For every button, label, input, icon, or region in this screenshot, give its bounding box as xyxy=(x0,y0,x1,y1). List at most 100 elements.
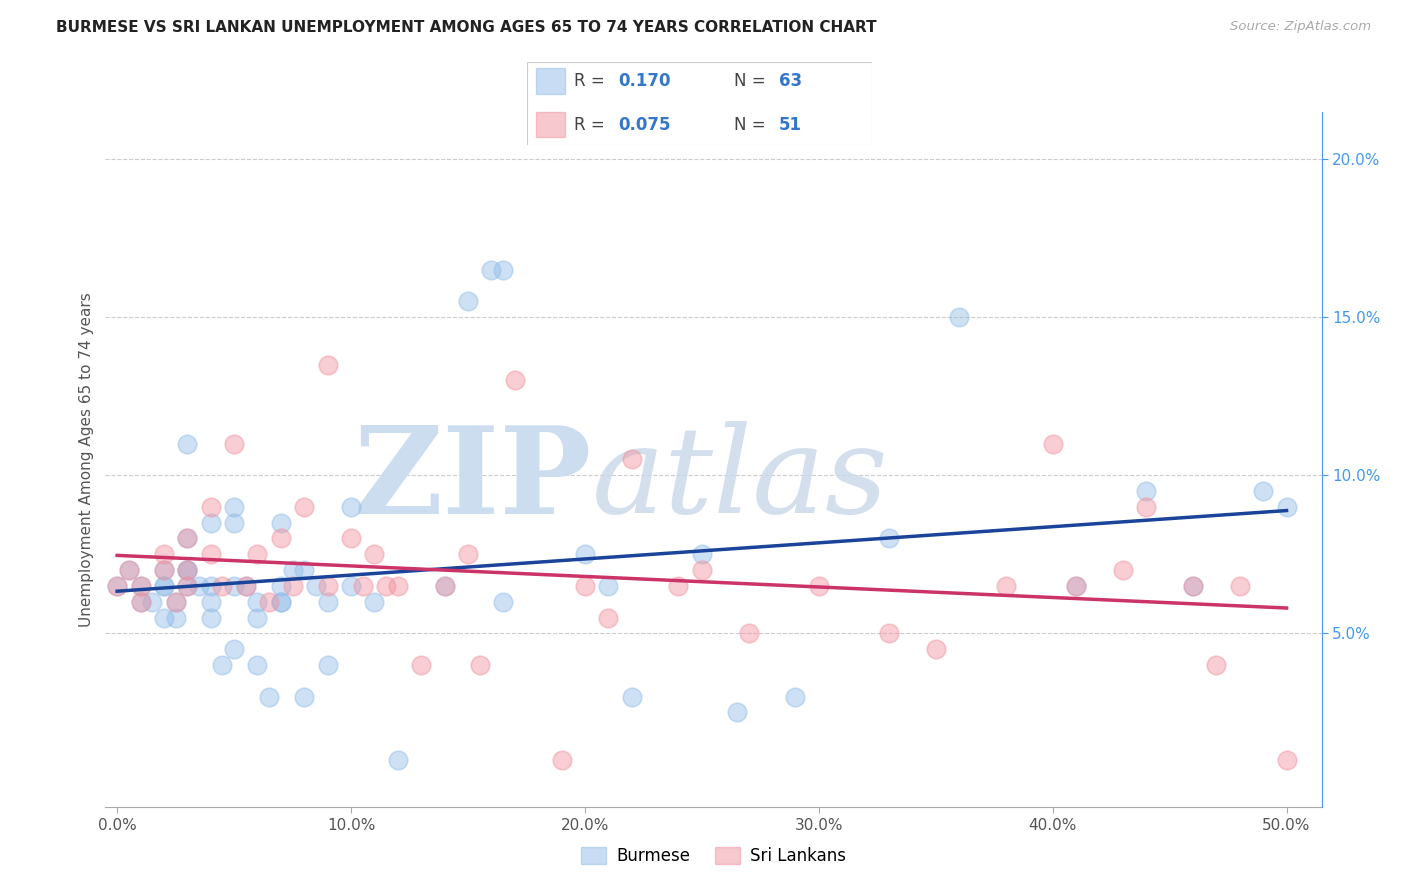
Text: N =: N = xyxy=(734,116,770,134)
Point xyxy=(690,563,713,577)
Text: Source: ZipAtlas.com: Source: ZipAtlas.com xyxy=(1230,20,1371,33)
Point xyxy=(550,753,572,767)
Text: ZIP: ZIP xyxy=(354,421,592,540)
Point xyxy=(105,579,128,593)
Point xyxy=(433,579,456,593)
Point xyxy=(737,626,759,640)
Point xyxy=(411,657,433,672)
Point xyxy=(222,516,245,530)
Point xyxy=(925,642,948,657)
Point xyxy=(246,657,269,672)
Point xyxy=(200,595,222,609)
Point xyxy=(176,579,198,593)
Point xyxy=(129,595,152,609)
Point xyxy=(153,579,176,593)
Point xyxy=(270,595,292,609)
Point xyxy=(222,579,245,593)
Text: R =: R = xyxy=(574,116,610,134)
Point xyxy=(292,500,315,514)
Point xyxy=(176,563,198,577)
Point xyxy=(105,579,128,593)
Point xyxy=(316,595,339,609)
Point xyxy=(433,579,456,593)
Point xyxy=(340,532,363,546)
Point xyxy=(1042,436,1064,450)
Point xyxy=(1064,579,1087,593)
Point xyxy=(235,579,257,593)
Point xyxy=(292,690,315,704)
Point xyxy=(222,642,245,657)
Point xyxy=(246,610,269,624)
Point xyxy=(153,563,176,577)
Point xyxy=(165,595,187,609)
Point xyxy=(1182,579,1205,593)
Point xyxy=(574,579,596,593)
Point xyxy=(176,532,198,546)
Point xyxy=(270,532,292,546)
Point xyxy=(153,547,176,561)
Point xyxy=(948,310,970,324)
Point xyxy=(153,563,176,577)
Point xyxy=(235,579,257,593)
Point xyxy=(503,373,526,387)
Point xyxy=(457,294,479,309)
Point xyxy=(200,516,222,530)
Point xyxy=(270,595,292,609)
Point xyxy=(200,547,222,561)
Point xyxy=(270,516,292,530)
Point xyxy=(281,563,304,577)
Point xyxy=(785,690,807,704)
Point xyxy=(479,262,502,277)
Bar xyxy=(536,68,565,94)
Point xyxy=(1251,483,1274,498)
Point xyxy=(1229,579,1251,593)
Point xyxy=(305,579,328,593)
Point xyxy=(176,563,198,577)
Point xyxy=(176,563,198,577)
Point xyxy=(877,626,900,640)
Point xyxy=(1182,579,1205,593)
Text: BURMESE VS SRI LANKAN UNEMPLOYMENT AMONG AGES 65 TO 74 YEARS CORRELATION CHART: BURMESE VS SRI LANKAN UNEMPLOYMENT AMONG… xyxy=(56,20,877,35)
Point xyxy=(141,595,163,609)
Point xyxy=(118,563,141,577)
Point xyxy=(620,690,643,704)
Point xyxy=(246,547,269,561)
Point xyxy=(620,452,643,467)
Point xyxy=(352,579,374,593)
Point xyxy=(1275,500,1298,514)
Point xyxy=(165,610,187,624)
Point xyxy=(176,436,198,450)
Point xyxy=(1205,657,1227,672)
Point xyxy=(153,579,176,593)
Bar xyxy=(536,112,565,137)
Text: N =: N = xyxy=(734,72,770,90)
Point xyxy=(457,547,479,561)
Text: 63: 63 xyxy=(779,72,801,90)
Text: 51: 51 xyxy=(779,116,801,134)
Point xyxy=(1135,483,1157,498)
Point xyxy=(468,657,491,672)
Point xyxy=(492,595,515,609)
Point xyxy=(129,579,152,593)
Point xyxy=(211,657,233,672)
Point xyxy=(598,610,620,624)
Point xyxy=(222,436,245,450)
Text: atlas: atlas xyxy=(592,422,889,539)
Point xyxy=(387,753,409,767)
Point xyxy=(598,579,620,593)
Point xyxy=(281,579,304,593)
Point xyxy=(165,595,187,609)
Point xyxy=(363,547,385,561)
Point xyxy=(574,547,596,561)
Text: 0.075: 0.075 xyxy=(619,116,671,134)
Point xyxy=(222,500,245,514)
Point xyxy=(200,610,222,624)
Point xyxy=(340,579,363,593)
Point xyxy=(246,595,269,609)
Point xyxy=(316,358,339,372)
Point xyxy=(118,563,141,577)
Point xyxy=(176,579,198,593)
Point xyxy=(257,690,280,704)
Point xyxy=(725,706,748,720)
Point xyxy=(807,579,830,593)
